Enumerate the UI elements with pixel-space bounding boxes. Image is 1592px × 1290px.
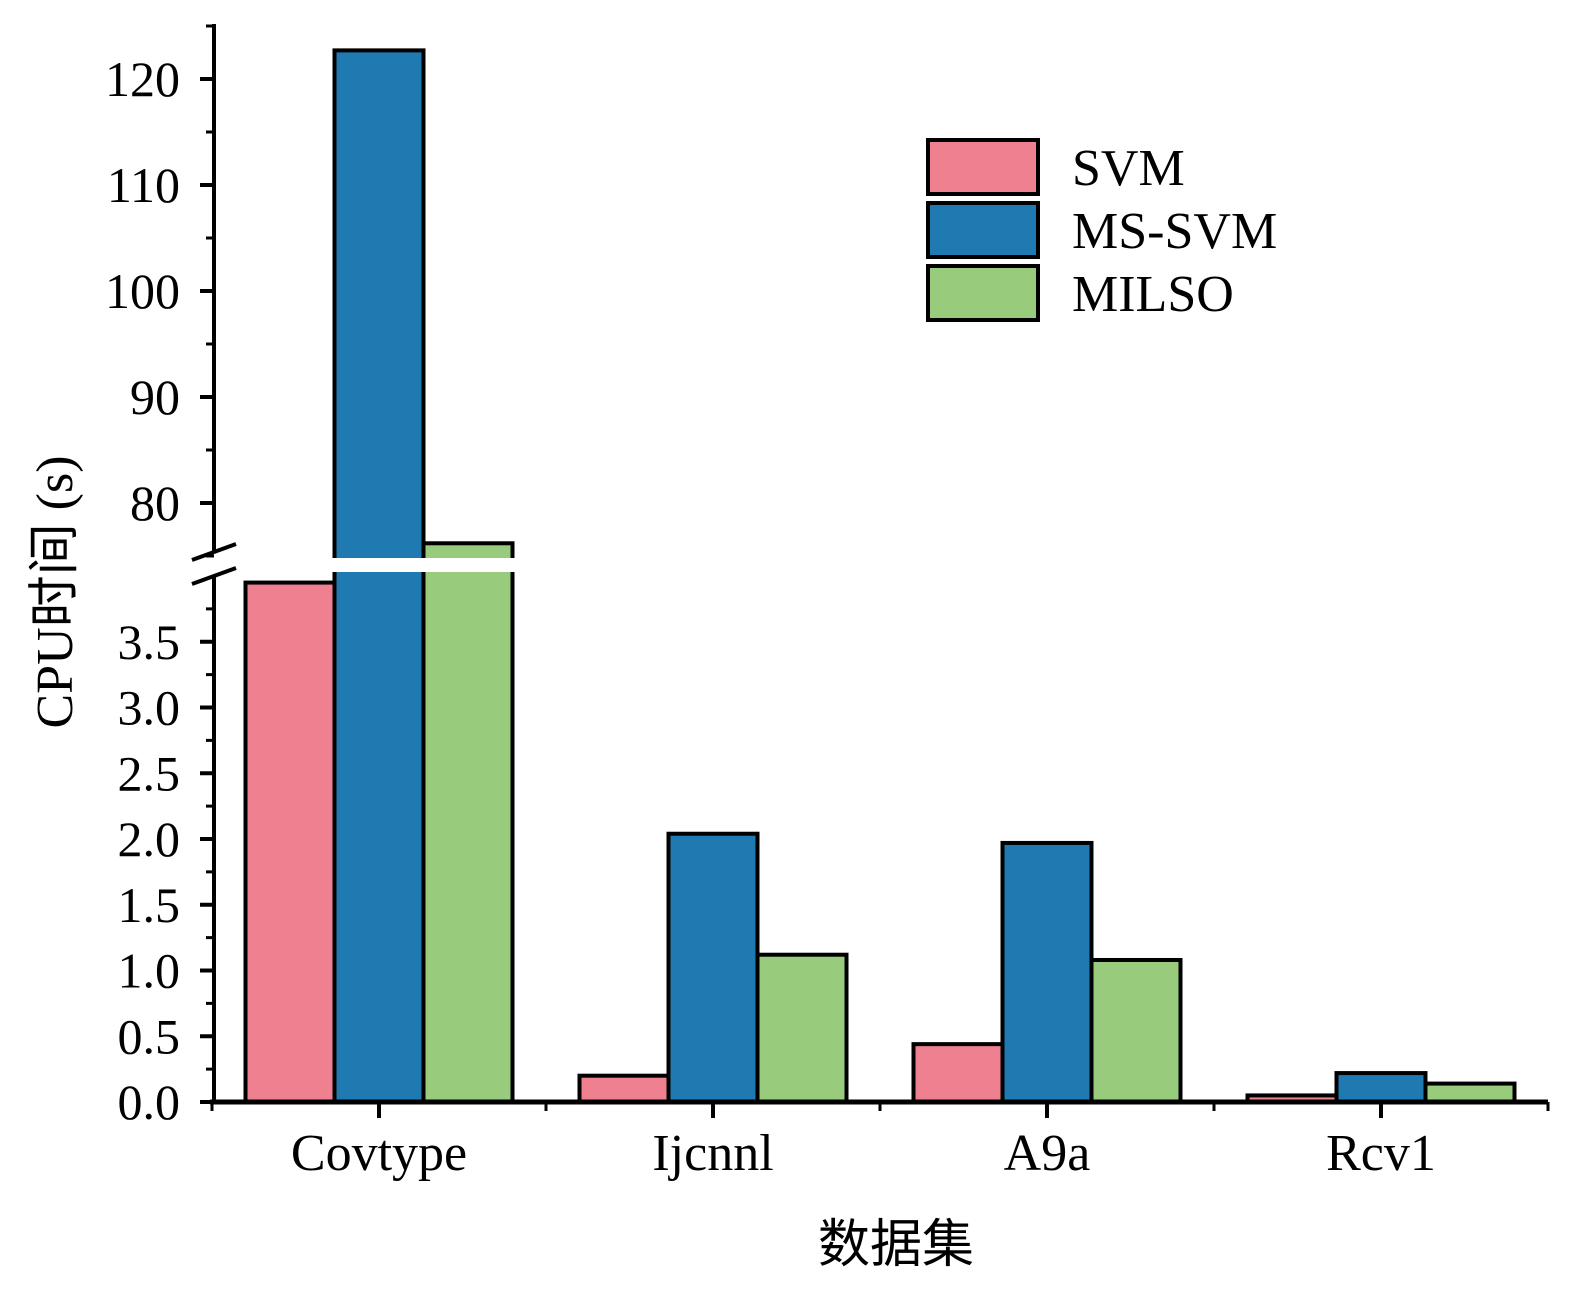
tick-labels: Covtype Ijcnnl A9a Rcv1 0.0 0.5 1.0 1.5 2.0 2.5 3.…: [105, 51, 1436, 1182]
bar-a9a-milso: [1089, 957, 1183, 1104]
bar-covtype-milso: [421, 541, 515, 1104]
y-tick-label: 100: [105, 263, 180, 319]
legend-swatch-ms-svm: [926, 201, 1040, 259]
axis-break-mark-lower: [191, 566, 237, 586]
y-tick-label: 3.5: [118, 614, 181, 670]
y-tick-label: 2.5: [118, 745, 181, 801]
axis-break-mark-upper: [191, 542, 237, 562]
y-tick-label: 0.5: [118, 1008, 181, 1064]
bar-ijcnnl-svm: [577, 1073, 671, 1104]
legend-swatch-svm: [926, 138, 1040, 196]
bars-layer: [243, 48, 1517, 1105]
axis-break-band: [200, 558, 540, 572]
y-tick-label: 80: [130, 475, 180, 531]
x-tick-label-rcv1: Rcv1: [1326, 1125, 1436, 1182]
legend: SVM MS-SVM MILSO: [926, 138, 1277, 323]
bar-covtype-ms-svm: [332, 48, 426, 1104]
legend-swatch-milso: [926, 264, 1040, 322]
x-tick-label-a9a: A9a: [1004, 1125, 1091, 1182]
bar-a9a-svm: [911, 1042, 1005, 1105]
axis-break-gap: [200, 558, 540, 572]
y-tick-label: 120: [105, 51, 180, 107]
x-tick-label-ijcnnl: Ijcnnl: [652, 1125, 773, 1182]
x-tick-label-covtype: Covtype: [291, 1125, 467, 1182]
y-tick-label: 3.0: [118, 680, 181, 736]
legend-label-milso: MILSO: [1072, 266, 1234, 323]
legend-label-ms-svm: MS-SVM: [1072, 203, 1277, 260]
bar-ijcnnl-milso: [755, 952, 849, 1104]
x-axis-title: 数据集: [818, 1217, 974, 1274]
bar-ijcnnl-ms-svm: [666, 831, 760, 1104]
y-tick-label: 1.0: [118, 943, 181, 999]
y-tick-label: 2.0: [118, 811, 181, 867]
bar-rcv1-milso: [1423, 1081, 1517, 1104]
bar-a9a-ms-svm: [1000, 840, 1094, 1104]
bar-covtype-svm: [243, 580, 337, 1104]
y-tick-label: 0.0: [118, 1074, 181, 1130]
legend-label-svm: SVM: [1072, 140, 1185, 197]
bar-rcv1-ms-svm: [1334, 1071, 1428, 1104]
axes: [191, 24, 1550, 1118]
y-tick-label: 90: [130, 369, 180, 425]
y-tick-label: 1.5: [118, 877, 181, 933]
y-tick-label: 110: [107, 157, 180, 213]
y-axis-title: CPU时间 (s): [27, 455, 84, 728]
